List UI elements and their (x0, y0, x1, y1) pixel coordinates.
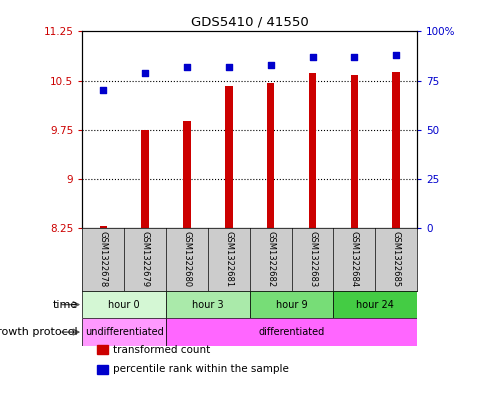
Text: percentile rank within the sample: percentile rank within the sample (112, 364, 288, 375)
Point (141, 70, 149, 76)
Text: hour 0: hour 0 (108, 299, 140, 310)
Text: GSM1322682: GSM1322682 (266, 231, 274, 287)
Bar (141, 130, 149, 228)
Bar (350, 75, 357, 228)
Bar (225, 86, 232, 228)
Text: GSM1322681: GSM1322681 (224, 231, 233, 287)
Text: hour 24: hour 24 (356, 299, 393, 310)
Point (392, 52, 399, 58)
Text: transformed count: transformed count (112, 345, 210, 355)
Text: hour 3: hour 3 (192, 299, 223, 310)
Text: GSM1322679: GSM1322679 (140, 231, 150, 287)
Text: GSM1322684: GSM1322684 (349, 231, 358, 287)
Bar (166, 291, 249, 318)
Point (183, 64, 191, 70)
Bar (249, 291, 333, 318)
Title: GDS5410 / 41550: GDS5410 / 41550 (191, 16, 308, 29)
Bar (266, 83, 274, 228)
Point (99, 87, 107, 94)
Point (308, 54, 316, 60)
Bar (99, 226, 107, 228)
Bar (166, 318, 416, 346)
Text: hour 9: hour 9 (275, 299, 307, 310)
Bar (333, 291, 416, 318)
Bar (183, 121, 190, 228)
Text: undifferentiated: undifferentiated (85, 327, 163, 337)
Text: time: time (52, 299, 77, 310)
Point (350, 54, 358, 60)
Text: GSM1322683: GSM1322683 (307, 231, 317, 287)
Text: GSM1322678: GSM1322678 (99, 231, 107, 287)
Text: differentiated: differentiated (258, 327, 324, 337)
Bar (308, 73, 316, 228)
Point (266, 62, 274, 68)
Bar (392, 72, 399, 228)
Point (225, 64, 232, 70)
Bar (82, 291, 166, 318)
Bar (82, 318, 166, 346)
Text: GSM1322680: GSM1322680 (182, 231, 191, 287)
Text: growth protocol: growth protocol (0, 327, 77, 337)
Text: GSM1322685: GSM1322685 (391, 231, 400, 287)
